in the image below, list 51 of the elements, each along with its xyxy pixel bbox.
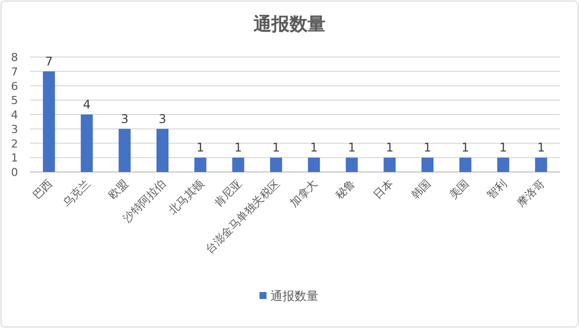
legend-label: 通报数量	[270, 289, 318, 303]
chart-title: 通报数量	[252, 14, 326, 35]
x-tick-label: 韩国	[408, 176, 434, 202]
x-tick-label: 智利	[484, 176, 510, 202]
data-label: 4	[82, 98, 91, 112]
data-label: 3	[158, 112, 166, 126]
y-tick-label: 2	[11, 137, 18, 150]
x-tick-label: 乌克兰	[60, 176, 93, 210]
data-label: 3	[120, 112, 128, 126]
bar	[459, 158, 472, 172]
data-label: 7	[45, 54, 53, 68]
bar	[384, 158, 396, 172]
bar	[232, 158, 244, 172]
data-label: 1	[348, 140, 356, 155]
y-tick-label: 5	[11, 94, 18, 108]
bar	[535, 158, 548, 172]
x-tick-label: 肯尼亚	[212, 176, 244, 210]
y-tick-label: 6	[11, 80, 18, 93]
bar	[346, 158, 358, 172]
data-label: 1	[272, 140, 280, 155]
x-tick-label: 秘鲁	[333, 176, 358, 202]
bar	[270, 158, 282, 172]
x-tick-label: 北马其顿	[166, 176, 206, 218]
bar	[156, 128, 168, 172]
x-tick-label: 巴西	[30, 176, 56, 202]
x-tick-label: 欧盟	[106, 176, 131, 202]
data-label: 1	[537, 140, 545, 155]
y-tick-label: 0	[11, 166, 18, 179]
y-tick-label: 4	[11, 108, 18, 122]
data-label: 1	[424, 140, 432, 155]
x-tick-label: 日本	[371, 176, 396, 202]
y-tick-label: 1	[11, 152, 18, 165]
bar	[42, 71, 55, 172]
x-tick-label: 加拿大	[288, 176, 320, 210]
y-tick-label: 8	[11, 51, 18, 64]
data-label: 1	[386, 140, 394, 155]
data-label: 1	[462, 140, 470, 155]
bar	[80, 114, 93, 172]
y-tick-label: 3	[11, 122, 18, 136]
bar	[497, 158, 510, 172]
data-label: 1	[499, 140, 508, 155]
bar	[422, 158, 434, 172]
bar	[118, 128, 131, 172]
data-label: 1	[310, 140, 318, 155]
y-tick-label: 7	[11, 65, 18, 78]
bar	[194, 158, 206, 172]
bar	[308, 158, 320, 172]
x-tick-label: 摩洛哥	[514, 176, 548, 210]
data-label: 1	[196, 140, 204, 155]
x-tick-label: 美国	[446, 176, 472, 202]
data-label: 1	[234, 140, 242, 155]
